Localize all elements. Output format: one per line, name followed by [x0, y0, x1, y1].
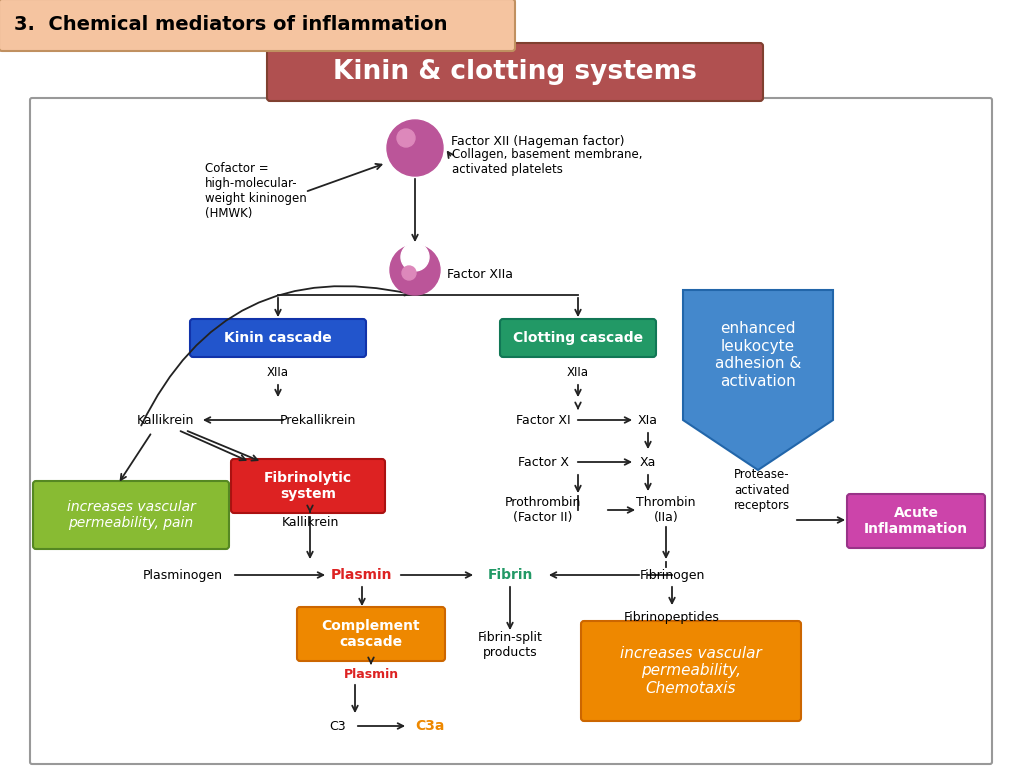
FancyArrowPatch shape [352, 685, 357, 711]
FancyArrowPatch shape [187, 431, 258, 461]
Circle shape [387, 120, 443, 176]
FancyBboxPatch shape [500, 319, 656, 357]
Text: 3.  Chemical mediators of inflammation: 3. Chemical mediators of inflammation [14, 15, 447, 35]
Text: C3a: C3a [416, 719, 444, 733]
Text: C3: C3 [330, 720, 346, 733]
Text: XIIa: XIIa [567, 366, 589, 379]
FancyArrowPatch shape [307, 505, 312, 512]
Polygon shape [683, 290, 833, 470]
Text: Thrombin
(IIa): Thrombin (IIa) [636, 496, 695, 524]
FancyBboxPatch shape [847, 494, 985, 548]
Text: Fibrin-split
products: Fibrin-split products [477, 631, 543, 659]
FancyBboxPatch shape [267, 43, 763, 101]
FancyArrowPatch shape [359, 587, 365, 604]
Text: Plasmin: Plasmin [343, 667, 398, 680]
Text: Prothrombin
(Factor II): Prothrombin (Factor II) [505, 496, 582, 524]
Text: enhanced
leukocyte
adhesion &
activation: enhanced leukocyte adhesion & activation [715, 321, 801, 389]
Text: Collagen, basement membrane,
activated platelets: Collagen, basement membrane, activated p… [452, 148, 642, 176]
Text: Fibrinolytic
system: Fibrinolytic system [264, 471, 352, 501]
Text: increases vascular
permeability, pain: increases vascular permeability, pain [67, 500, 196, 530]
Text: Plasmin: Plasmin [331, 568, 393, 582]
Text: Xa: Xa [640, 455, 656, 468]
FancyArrowPatch shape [797, 517, 843, 523]
FancyArrowPatch shape [575, 298, 581, 315]
Text: Kinin cascade: Kinin cascade [224, 331, 332, 345]
Text: Complement
cascade: Complement cascade [322, 619, 420, 649]
Text: increases vascular
permeability,
Chemotaxis: increases vascular permeability, Chemota… [621, 646, 762, 696]
Text: Acute
Inflammation: Acute Inflammation [864, 506, 968, 536]
Text: Plasminogen: Plasminogen [143, 568, 223, 581]
FancyArrowPatch shape [275, 298, 281, 315]
Text: Protease-
activated
receptors: Protease- activated receptors [734, 468, 791, 511]
FancyArrowPatch shape [141, 286, 411, 425]
FancyArrowPatch shape [645, 433, 651, 447]
FancyArrowPatch shape [575, 402, 581, 409]
Circle shape [397, 129, 415, 147]
FancyArrowPatch shape [234, 572, 324, 578]
FancyArrowPatch shape [447, 152, 454, 158]
Text: XIIa: XIIa [267, 366, 289, 379]
FancyArrowPatch shape [357, 723, 403, 729]
FancyBboxPatch shape [297, 607, 445, 661]
Text: Fibrinopeptides: Fibrinopeptides [624, 611, 720, 624]
FancyBboxPatch shape [33, 481, 229, 549]
FancyBboxPatch shape [30, 98, 992, 764]
Text: Fibrinogen: Fibrinogen [639, 568, 705, 581]
Text: Factor XIIa: Factor XIIa [447, 267, 513, 280]
FancyArrowPatch shape [180, 431, 246, 460]
FancyArrowPatch shape [307, 164, 382, 191]
Circle shape [401, 243, 429, 271]
Text: Cofactor =
high-molecular-
weight kininogen
(HMWK): Cofactor = high-molecular- weight kinino… [205, 162, 307, 220]
Text: Clotting cascade: Clotting cascade [513, 331, 643, 345]
FancyArrowPatch shape [664, 527, 669, 558]
FancyBboxPatch shape [231, 459, 385, 513]
FancyArrowPatch shape [575, 475, 581, 492]
FancyBboxPatch shape [0, 0, 515, 51]
FancyArrowPatch shape [413, 179, 418, 240]
Circle shape [390, 245, 440, 295]
FancyBboxPatch shape [190, 319, 366, 357]
Text: XIa: XIa [638, 413, 658, 426]
Text: Kallikrein: Kallikrein [136, 413, 194, 426]
FancyArrowPatch shape [575, 385, 581, 396]
Circle shape [402, 266, 416, 280]
Text: Factor XI: Factor XI [516, 413, 570, 426]
FancyArrowPatch shape [507, 587, 513, 628]
FancyArrowPatch shape [400, 572, 471, 578]
Text: Kallikrein: Kallikrein [282, 515, 339, 528]
Text: Fibrin: Fibrin [487, 568, 532, 582]
FancyArrowPatch shape [307, 517, 312, 558]
FancyArrowPatch shape [551, 572, 639, 578]
FancyArrowPatch shape [645, 475, 651, 489]
FancyArrowPatch shape [578, 459, 630, 465]
FancyArrowPatch shape [670, 587, 675, 603]
FancyArrowPatch shape [578, 417, 630, 422]
Text: Factor X: Factor X [517, 455, 568, 468]
Text: Prekallikrein: Prekallikrein [280, 413, 356, 426]
Text: Kinin & clotting systems: Kinin & clotting systems [333, 59, 697, 85]
FancyArrowPatch shape [369, 657, 374, 664]
FancyArrowPatch shape [121, 435, 151, 480]
FancyArrowPatch shape [205, 417, 284, 422]
Text: Factor XII (Hageman factor): Factor XII (Hageman factor) [451, 135, 625, 148]
FancyBboxPatch shape [581, 621, 801, 721]
FancyArrowPatch shape [608, 507, 633, 513]
FancyArrowPatch shape [275, 385, 281, 396]
